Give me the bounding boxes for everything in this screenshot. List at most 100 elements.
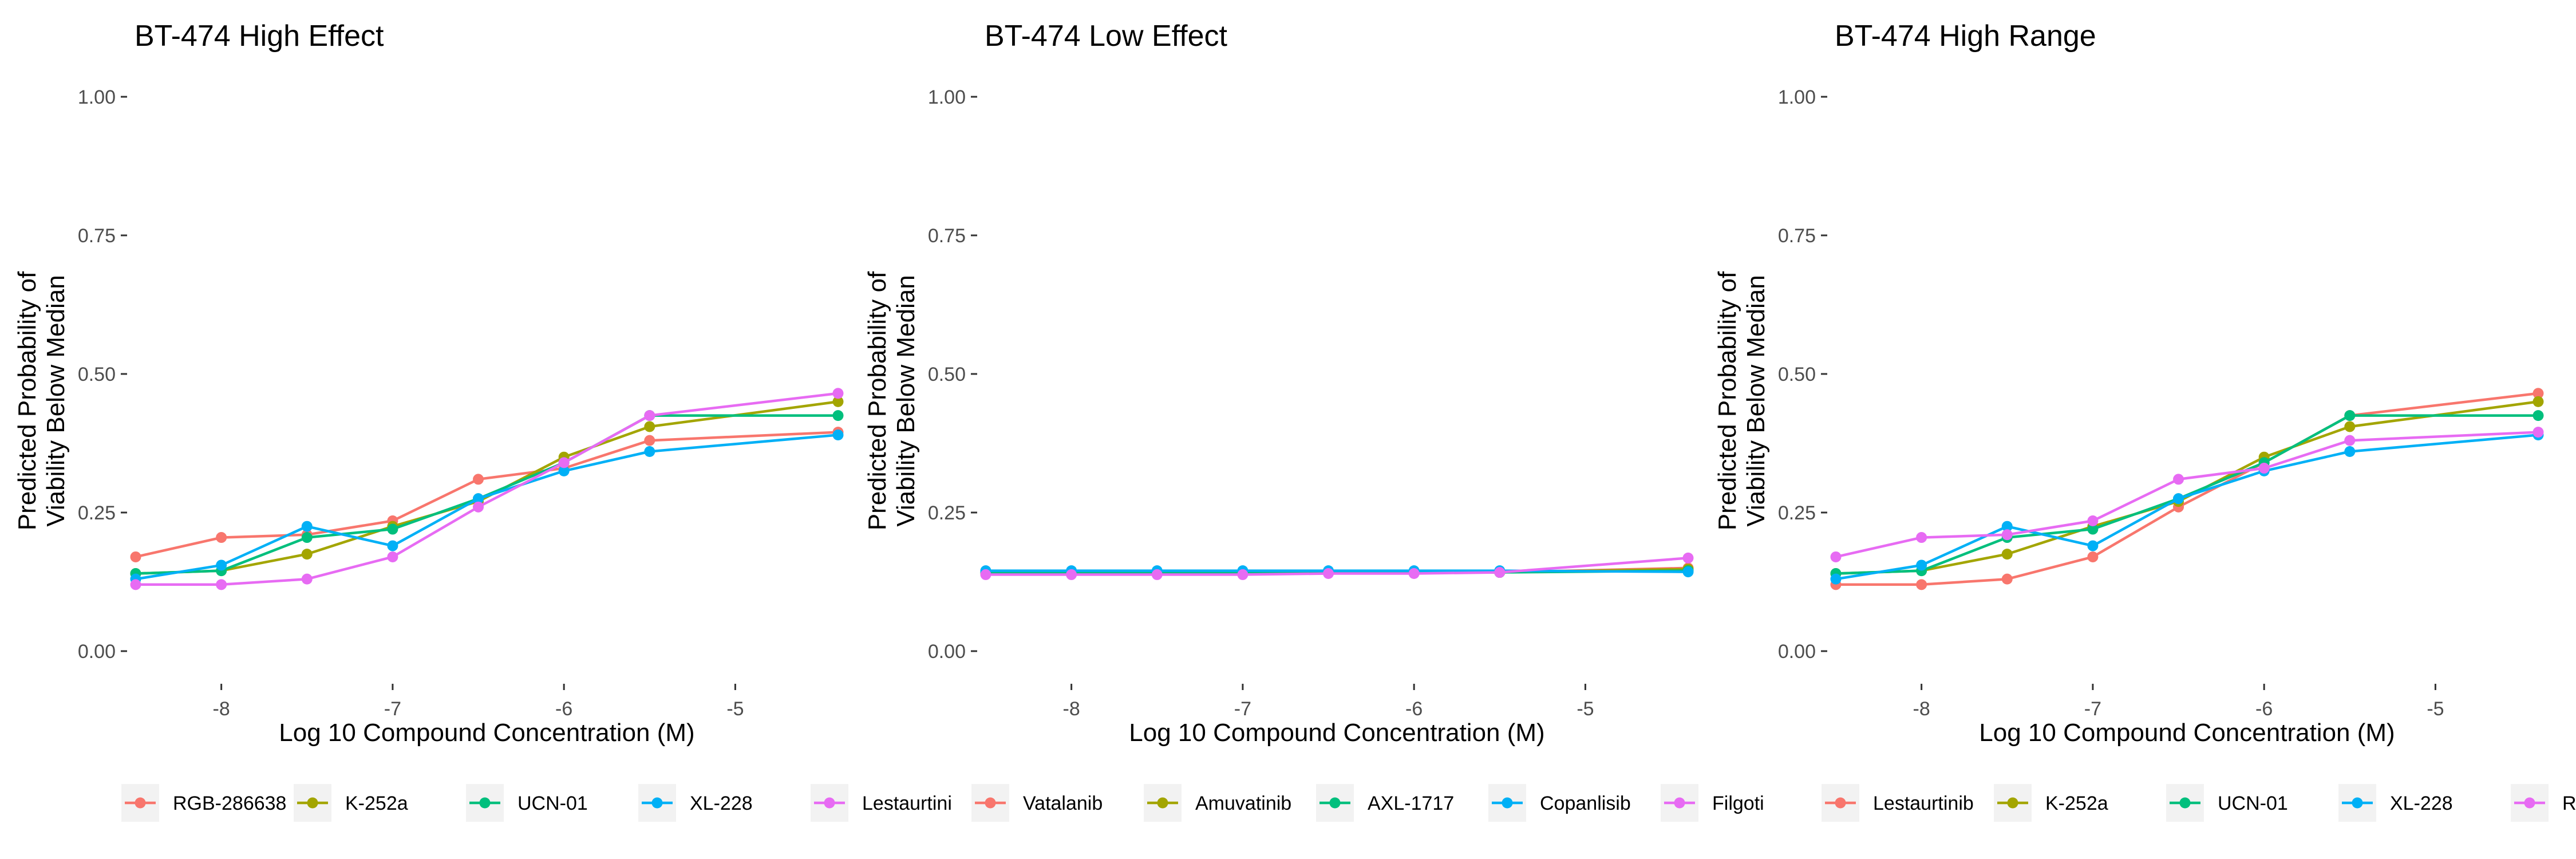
series-line-ucn-01 <box>1835 414 2538 575</box>
legend-label: RGB-286638 <box>2562 793 2576 814</box>
chart-panel-2: BT-474 Low Effect 0.00 0.25 0.50 0.75 1.00 -8 -… <box>863 19 1764 822</box>
legend: Lestaurtinib K-252a UCN-01 XL-228 RGB-286638 <box>1822 784 2576 822</box>
series-line-copanlisib <box>986 569 1689 573</box>
data-point-xl-228 <box>1916 559 1927 571</box>
data-point-rgb-286638 <box>216 532 227 543</box>
y-tick-label: 0.75 <box>78 225 116 247</box>
data-point-lestaurtinib <box>832 388 844 399</box>
data-point-ucn-01 <box>301 532 313 543</box>
y-tick-label: 0.00 <box>928 641 966 663</box>
legend-key-point <box>1157 797 1168 809</box>
legend-key-point <box>1835 797 1846 809</box>
data-point-k-252a <box>2001 549 2013 560</box>
legend-label: AXL-1717 <box>1368 793 1454 814</box>
data-point-xl-228 <box>2001 521 2013 532</box>
series-line-xl-228 <box>1835 434 2539 581</box>
legend-label: UCN-01 <box>2218 793 2288 814</box>
data-point-rgb-286638 <box>130 551 141 562</box>
y-axis-label-line-2: Viability Below Median <box>42 275 70 526</box>
legend-label: Lestaurtini <box>862 793 952 814</box>
data-point-lestaurtinib <box>130 579 141 590</box>
data-point-rgb-286638 <box>2001 529 2013 541</box>
chart-title: BT-474 High Effect <box>135 19 384 53</box>
data-point-xl-228 <box>216 559 227 571</box>
data-point-xl-228 <box>2087 540 2099 551</box>
x-tick-label: -7 <box>2084 698 2101 720</box>
y-axis-label-line-1: Predicted Probability of <box>1713 271 1741 530</box>
legend: RGB-286638 K-252a UCN-01 XL-228 Lestaurtini <box>121 784 952 822</box>
x-tick-label: -7 <box>1234 698 1251 720</box>
data-point-k-252a <box>832 396 844 407</box>
y-tick-label: 0.50 <box>928 364 966 385</box>
legend-label: XL-228 <box>2390 793 2453 814</box>
data-point-rgb-286638 <box>2532 427 2544 438</box>
data-point-filgotinib <box>1237 569 1249 580</box>
legend-key-point <box>824 797 835 809</box>
data-point-k-252a <box>301 549 313 560</box>
data-point-filgotinib <box>1151 569 1163 580</box>
data-point-rgb-286638 <box>2344 435 2356 446</box>
y-axis-label-line-2: Viability Below Median <box>892 275 920 526</box>
data-point-xl-228 <box>2173 493 2184 505</box>
data-point-ucn-01 <box>2344 410 2356 421</box>
data-point-filgotinib <box>980 569 991 580</box>
data-point-lestaurtinib <box>558 457 570 468</box>
data-point-ucn-01 <box>2087 523 2099 535</box>
data-point-xl-228 <box>644 446 655 458</box>
data-point-rgb-286638 <box>2087 515 2099 527</box>
data-point-rgb-286638 <box>1916 532 1927 543</box>
x-tick-label: -8 <box>1063 698 1080 720</box>
data-point-xl-228 <box>2344 446 2356 458</box>
legend-label: K-252a <box>345 793 408 814</box>
data-point-lestaurtinib <box>2001 573 2013 585</box>
data-point-rgb-286638 <box>644 435 655 446</box>
legend-key-point <box>1329 797 1341 809</box>
x-tick-label: -8 <box>1913 698 1930 720</box>
data-point-xl-228 <box>1830 573 1842 585</box>
chart-panel-1: BT-474 High Effect 0.00 0.25 0.50 0.75 1.00 -8… <box>13 19 952 822</box>
data-point-copanlisib <box>1682 566 1694 578</box>
chart-title: BT-474 High Range <box>1835 19 2096 53</box>
y-tick-label: 1.00 <box>78 86 116 108</box>
x-tick-label: -5 <box>2427 698 2444 720</box>
legend-key-point <box>651 797 663 809</box>
legend-key-point <box>1674 797 1685 809</box>
legend-label: Copanlisib <box>1540 793 1631 814</box>
data-point-xl-228 <box>387 540 398 551</box>
y-tick-label: 0.50 <box>1778 364 1816 385</box>
legend-key-point <box>135 797 146 809</box>
legend-key-point <box>2179 797 2191 809</box>
x-tick-label: -6 <box>2255 698 2273 720</box>
y-tick-label: 1.00 <box>928 86 966 108</box>
y-tick-label: 0.25 <box>928 502 966 524</box>
data-point-rgb-286638 <box>473 474 484 485</box>
y-tick-label: 0.25 <box>78 502 116 524</box>
legend-label: UCN-01 <box>517 793 588 814</box>
data-point-k-252a <box>2344 421 2356 432</box>
data-point-k-252a <box>2532 396 2544 407</box>
data-point-lestaurtinib <box>644 410 655 421</box>
legend-label: Filgoti <box>1712 793 1764 814</box>
data-point-ucn-01 <box>2532 410 2544 421</box>
y-tick-label: 0.25 <box>1778 502 1816 524</box>
data-point-k-252a <box>644 421 655 432</box>
data-point-filgotinib <box>1494 567 1506 578</box>
y-tick-label: 0.75 <box>928 225 966 247</box>
y-tick-label: 0.00 <box>78 641 116 663</box>
data-point-lestaurtinib <box>2087 551 2099 562</box>
legend: Vatalanib Amuvatinib AXL-1717 Copanlisib Fil… <box>971 784 1764 822</box>
legend-key-point <box>479 797 491 809</box>
data-point-lestaurtinib <box>1916 579 1927 590</box>
x-tick-label: -5 <box>726 698 744 720</box>
series-line-lestaurtinib <box>136 392 839 586</box>
data-point-ucn-01 <box>832 410 844 421</box>
legend-label: Vatalanib <box>1023 793 1103 814</box>
data-point-lestaurtinib <box>2532 388 2544 399</box>
data-point-lestaurtinib <box>473 501 484 513</box>
x-tick-label: -5 <box>1577 698 1594 720</box>
y-tick-label: 0.75 <box>1778 225 1816 247</box>
legend-label: Amuvatinib <box>1195 793 1291 814</box>
series-line-xl-228 <box>135 434 839 581</box>
chart-title: BT-474 Low Effect <box>985 19 1228 53</box>
